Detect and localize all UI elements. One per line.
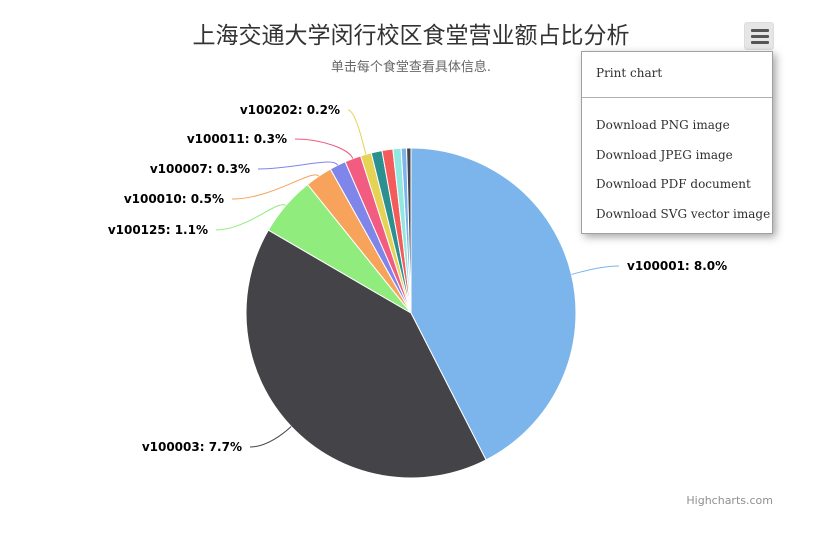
pie-slice-v100003[interactable] (245, 229, 487, 479)
data-label-v100125: v100125: 1.1% (108, 223, 208, 237)
credits-link[interactable]: Highcharts.com (686, 494, 773, 507)
data-label-v100001: v100001: 8.0% (627, 259, 727, 273)
download-jpeg-item[interactable]: Download JPEG image (596, 148, 733, 162)
download-pdf-item[interactable]: Download PDF document (596, 177, 751, 191)
menu-divider (582, 97, 772, 98)
data-label-v100010: v100010: 0.5% (124, 192, 224, 206)
connector-v100010 (231, 174, 320, 200)
export-menu: Print chart Download PNG image Download … (581, 51, 773, 234)
pie-slice-11[interactable] (406, 147, 412, 314)
connector-v100007 (257, 161, 339, 170)
chart-title: 上海交通大学闵行校区食堂营业额占比分析 (192, 23, 630, 49)
print-chart-item[interactable]: Print chart (596, 66, 663, 80)
connector-v100125 (215, 204, 287, 231)
connector-v100202 (347, 109, 367, 155)
data-label-v100003: v100003: 7.7% (142, 440, 242, 454)
connector-v100001 (571, 265, 620, 275)
data-label-v100007: v100007: 0.3% (150, 162, 250, 176)
connector-v100003 (249, 426, 292, 448)
data-label-v100202: v100202: 0.2% (240, 103, 340, 117)
data-label-v100011: v100011: 0.3% (187, 132, 287, 146)
download-png-item[interactable]: Download PNG image (596, 118, 730, 132)
download-svg-item[interactable]: Download SVG vector image (596, 207, 771, 221)
chart-subtitle: 单击每个食堂查看具体信息. (330, 60, 492, 75)
menu-icon[interactable] (744, 22, 774, 50)
connector-v100011 (294, 138, 354, 159)
